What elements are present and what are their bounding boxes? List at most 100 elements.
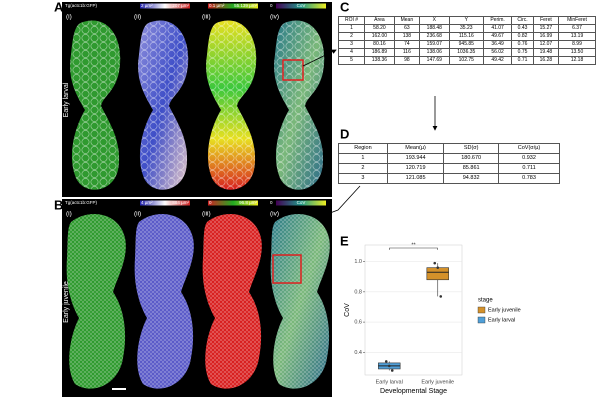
panel-letters: A B C D E: [54, 0, 350, 248]
colorbar: [208, 3, 258, 9]
cell: 121.085: [386, 173, 445, 184]
point: [436, 266, 440, 269]
header-cell: Y: [448, 16, 484, 25]
scale-title: CoV: [297, 200, 306, 205]
scale-min: 4 µm²: [141, 200, 153, 205]
cell: 5: [337, 56, 366, 65]
cell: 8.99: [558, 40, 596, 49]
subpanel-label: (i): [66, 211, 72, 218]
cell: 120.719: [386, 163, 445, 174]
cell-texture: [66, 214, 126, 389]
cell: 12.07: [532, 40, 560, 49]
cell: 0.71: [511, 56, 534, 65]
panel-letter: A: [54, 0, 64, 14]
cell: 74: [393, 40, 420, 49]
cell: 1: [338, 153, 388, 164]
colorbar: [208, 200, 258, 206]
cell: 138.36: [364, 56, 395, 65]
y-axis-label: CoV: [344, 303, 351, 317]
cell: 19.48: [532, 48, 560, 57]
cell: 138: [393, 32, 420, 41]
cell: 63: [393, 24, 420, 33]
colorbar: [276, 3, 326, 9]
region-table: Region Mean(µ) SD(σ) CoV(σ/µ) 1 193.944 180.67…: [338, 143, 560, 184]
point: [387, 364, 391, 368]
cell: 0.43: [511, 24, 534, 33]
x-tick-label: Early larval: [376, 379, 403, 385]
subpanel-label: (ii): [134, 14, 141, 21]
plot-area: [364, 244, 463, 376]
x-tick-label: Early juvenile: [421, 379, 454, 385]
annotation: **: [411, 242, 416, 248]
cell: 12.18: [558, 56, 596, 65]
cell: 49.42: [482, 56, 513, 65]
panel-letter: E: [340, 233, 349, 248]
arrow: [302, 49, 337, 67]
row-b-images: [62, 207, 332, 397]
arrows: [302, 49, 438, 217]
row: 5 138.36 98 147.69 102.75 49.42 0.71 16.28 12.18: [337, 56, 596, 65]
subpanel-label: (iv): [270, 211, 279, 218]
cell: 15.27: [532, 24, 560, 33]
header-cell: Area: [364, 16, 395, 25]
cell: 49.67: [482, 32, 513, 41]
header-cell: Feret: [532, 16, 560, 25]
scale-max: 1: [328, 3, 331, 8]
header-cell: Region: [338, 143, 388, 154]
legend-title: stage: [478, 298, 493, 304]
roi-table: ROI # Area Mean X Y Perim. Circ. Feret MinFeret 1…: [337, 16, 596, 65]
cell: 2: [337, 32, 366, 41]
header-strip: [62, 2, 332, 10]
header-cell: Mean(µ): [386, 143, 445, 154]
significance-bracket: [389, 247, 438, 250]
subpanel-label: (iii): [202, 211, 211, 218]
cell: 115.16: [448, 32, 484, 41]
cell: 16.99: [532, 32, 560, 41]
row: 4 186.89 116 138.06 1036.35 56.02 0.75 19.48 13.…: [337, 48, 596, 57]
cell: 0.75: [511, 48, 534, 57]
y-tick-label: 1.0: [354, 259, 362, 265]
legend-swatch: [477, 306, 486, 314]
point: [384, 360, 388, 363]
cell: 13.50: [558, 48, 596, 57]
scale-bar: [112, 388, 126, 390]
cell: 56.02: [482, 48, 513, 57]
cell: 1036.35: [448, 48, 484, 57]
subpanel-label: (i): [66, 14, 72, 21]
cell-texture: [202, 214, 262, 389]
row-label: Early larval: [63, 82, 70, 117]
header-cell: Mean: [393, 16, 420, 25]
header-cell: Perim.: [482, 16, 513, 25]
cell: 162.00: [364, 32, 395, 41]
cell: 2: [338, 163, 388, 174]
scale-max: 207 µm²: [172, 3, 189, 8]
point: [433, 261, 437, 265]
cell: 188.48: [418, 24, 450, 33]
cell: 58.20: [364, 24, 395, 33]
subpanel-label: (ii): [134, 211, 141, 218]
cell: 116: [393, 48, 420, 57]
x-axis-label: Developmental Stage: [380, 388, 447, 395]
header-cell: Circ.: [511, 16, 534, 25]
chart: 0.4 0.6 0.8 1.0 Early larval Early juvenile **…: [344, 242, 521, 394]
subpanel-label: (iii): [202, 14, 211, 21]
row: 2 162.00 138 236.68 115.16 49.67 0.82 16.99 13.1…: [337, 32, 596, 41]
point: [439, 295, 443, 298]
panel-letter: D: [340, 126, 349, 141]
roi-box: [272, 254, 302, 284]
stain-label: Tg(actc1b:GFP): [65, 200, 98, 205]
point: [390, 369, 394, 372]
cell: 36.49: [482, 40, 513, 49]
colorbar: [140, 200, 190, 206]
arrow: [321, 185, 361, 217]
header-cell: CoV(σ/µ): [498, 143, 560, 154]
y-tick-label: 0.4: [354, 350, 362, 356]
cell: 945.85: [448, 40, 484, 49]
scale-title: CoV: [297, 3, 306, 8]
cell: 35.23: [448, 24, 484, 33]
cell: 102.75: [448, 56, 484, 65]
cell: 236.68: [418, 32, 450, 41]
header-cell: ROI #: [337, 16, 366, 25]
cell: 0.783: [498, 173, 560, 184]
